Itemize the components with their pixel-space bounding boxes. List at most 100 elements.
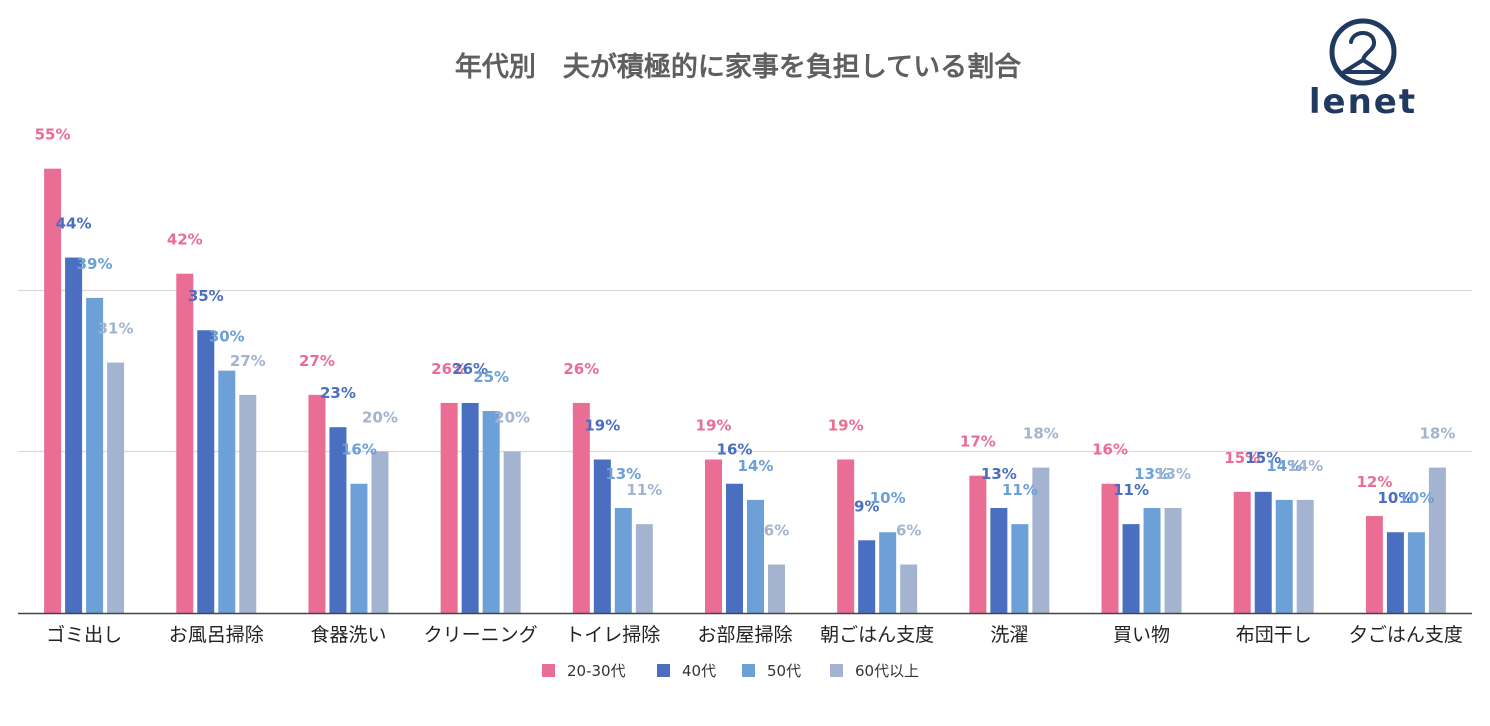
bar-8-4 [1032, 467, 1050, 613]
data-label: 42% [167, 231, 203, 249]
data-label: 26% [452, 360, 488, 378]
chart-title: 年代別 夫が積極的に家事を負担している割合 [455, 51, 1021, 83]
category-label: 食器洗い [310, 624, 386, 646]
bar-8-1 [969, 475, 987, 613]
data-label: 9% [854, 497, 879, 515]
data-label: 10% [1398, 489, 1434, 507]
bar-3-1 [308, 394, 326, 613]
data-label: 13% [605, 465, 641, 483]
category-label: お風呂掃除 [169, 624, 264, 646]
bar-2-1 [176, 273, 194, 613]
legend: 20-30代 40代 50代 60代以上 [542, 662, 919, 680]
data-labels: 55%44%39%31%42%35%30%27% 27%23%16%20%26%2… [35, 126, 1456, 540]
bar-11-2 [1386, 532, 1404, 613]
data-label: 14% [1287, 457, 1323, 475]
data-label: 19% [828, 417, 864, 435]
legend-label: 20-30代 [567, 662, 626, 680]
bar-4-4 [503, 451, 521, 613]
data-label: 13% [1134, 465, 1170, 483]
bar-6-1 [705, 459, 722, 613]
data-label: 55% [35, 126, 71, 144]
data-label: 10% [870, 489, 906, 507]
bar-3-2 [329, 427, 347, 613]
data-label: 20% [362, 408, 398, 426]
lenet-logo-text: lenet [1309, 82, 1417, 122]
data-label: 14% [1266, 457, 1302, 475]
bar-7-3 [879, 532, 897, 613]
data-label: 16% [717, 441, 753, 459]
data-label: 17% [960, 433, 996, 451]
bar-6-2 [726, 483, 743, 613]
legend-swatch [657, 664, 670, 677]
bar-6-3 [747, 499, 764, 613]
legend-swatch [542, 664, 555, 677]
data-label: 6% [896, 522, 921, 540]
category-label: 朝ごはん支度 [820, 624, 934, 646]
bar-4-3 [482, 411, 500, 613]
data-label: 18% [1419, 425, 1455, 443]
legend-label: 60代以上 [855, 662, 919, 680]
category-label: 夕ごはん支度 [1349, 624, 1463, 646]
bar-7-4 [900, 564, 918, 613]
bar-10-1 [1233, 491, 1251, 613]
category-label: 買い物 [1113, 624, 1170, 646]
data-label: 39% [77, 255, 113, 273]
data-label: 18% [1023, 425, 1059, 443]
data-label: 14% [738, 457, 774, 475]
data-label: 27% [230, 352, 266, 370]
data-label: 35% [188, 287, 224, 305]
bar-11-4 [1428, 467, 1446, 613]
bar-5-3 [614, 507, 632, 613]
bar-1-2 [65, 257, 83, 613]
bar-9-1 [1101, 483, 1119, 613]
data-label: 11% [626, 481, 662, 499]
data-label: 13% [1155, 465, 1191, 483]
bar-11-3 [1407, 532, 1425, 613]
data-label: 10% [1377, 489, 1413, 507]
legend-swatch [742, 664, 755, 677]
bar-8-2 [990, 507, 1008, 613]
data-label: 23% [320, 384, 356, 402]
bar-7-2 [858, 540, 876, 613]
category-label: トイレ掃除 [565, 624, 660, 646]
category-label: お部屋掃除 [697, 624, 792, 646]
category-label: 洗濯 [990, 624, 1028, 646]
category-label: ゴミ出し [46, 624, 122, 646]
data-label: 15% [1224, 449, 1260, 467]
category-label: 布団干し [1236, 624, 1312, 646]
bars [44, 168, 1446, 613]
data-label: 26% [431, 360, 467, 378]
legend-swatch [830, 664, 843, 677]
data-label: 16% [341, 441, 377, 459]
bar-9-2 [1122, 524, 1140, 613]
bar-1-4 [107, 362, 125, 613]
bar-2-4 [239, 394, 257, 613]
bar-10-3 [1275, 499, 1293, 613]
data-label: 13% [981, 465, 1017, 483]
bar-5-4 [635, 524, 653, 613]
bar-11-1 [1365, 516, 1383, 613]
data-label: 19% [584, 417, 620, 435]
bar-4-1 [440, 402, 458, 613]
bar-2-3 [218, 370, 236, 613]
bar-9-3 [1143, 507, 1161, 613]
gridlines [18, 289, 1472, 453]
bar-1-1 [44, 168, 62, 613]
bar-4-2 [461, 402, 479, 613]
category-labels: ゴミ出し お風呂掃除 食器洗い クリーニング トイレ掃除 お部屋掃除 朝ごはん支度 洗濯 買い物… [46, 624, 1463, 646]
bar-3-3 [350, 483, 368, 613]
bar-2-2 [197, 330, 215, 613]
data-label: 11% [1113, 481, 1149, 499]
data-label: 15% [1245, 449, 1281, 467]
data-label: 25% [473, 368, 509, 386]
data-label: 30% [209, 328, 245, 346]
data-label: 19% [696, 417, 732, 435]
data-label: 16% [1092, 441, 1128, 459]
lenet-logo-icon [1329, 18, 1397, 86]
category-label: クリーニング [424, 624, 538, 646]
bar-8-3 [1011, 524, 1029, 613]
bar-6-4 [768, 564, 785, 613]
data-label: 26% [563, 360, 599, 378]
bar-9-4 [1164, 507, 1182, 613]
